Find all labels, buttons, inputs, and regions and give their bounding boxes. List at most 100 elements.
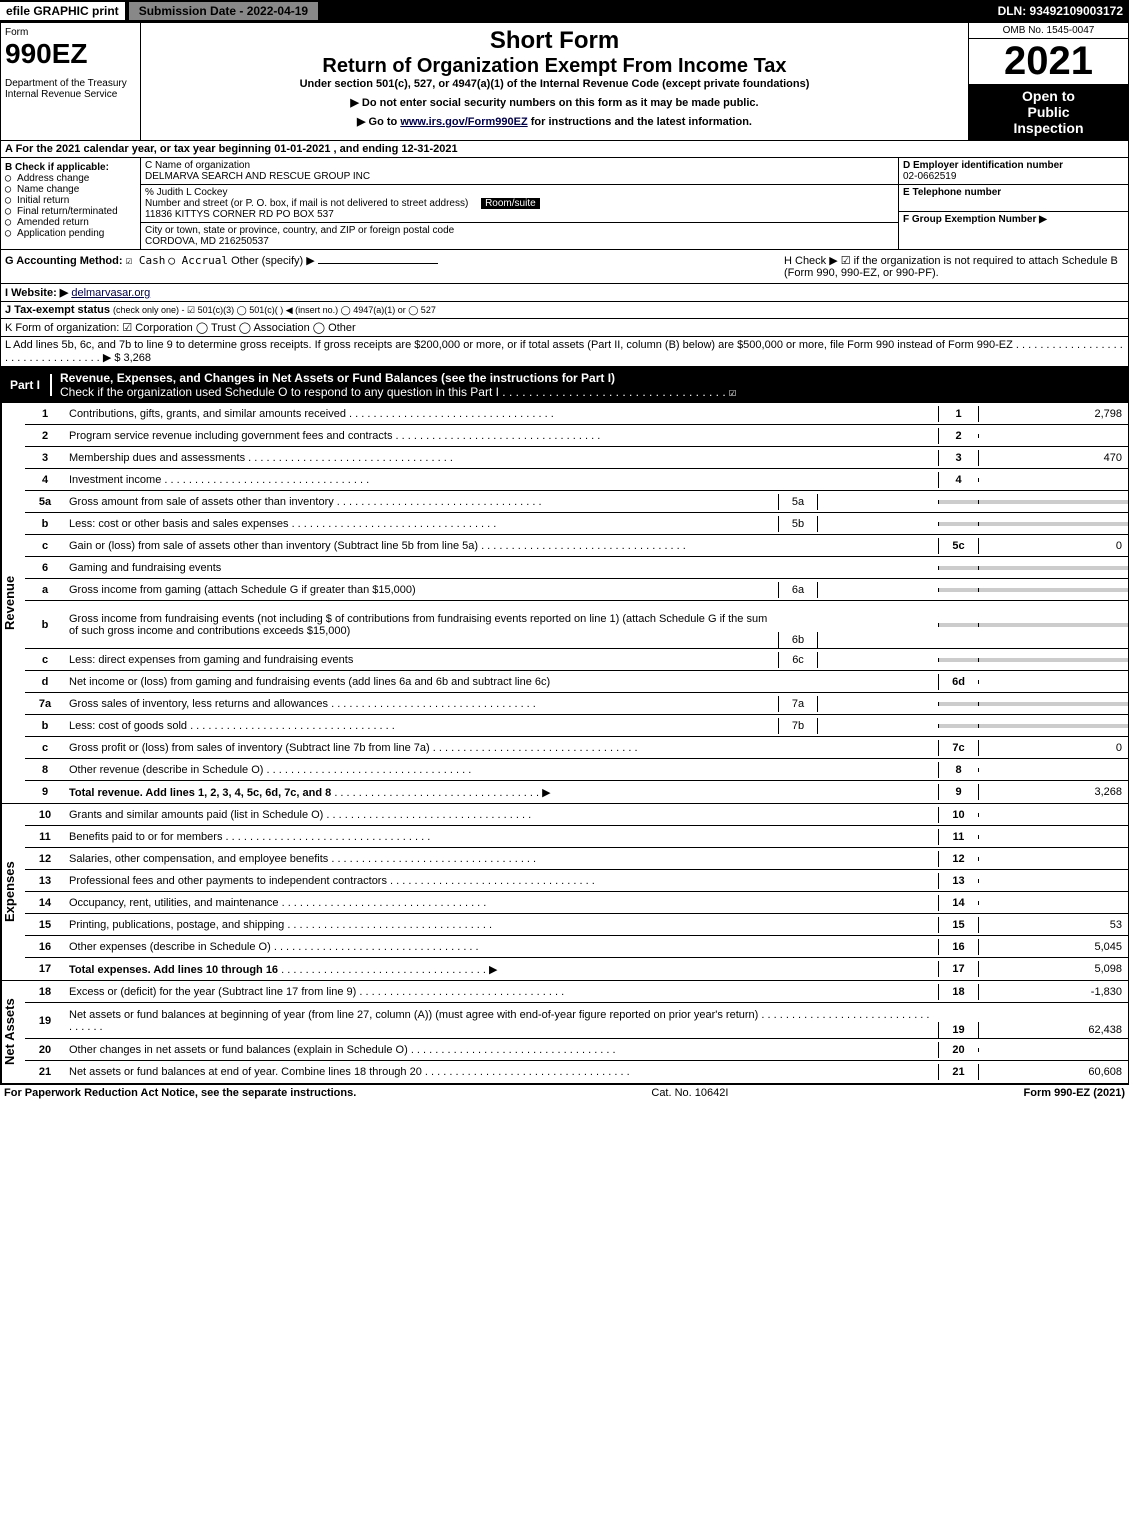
street-value: 11836 KITTYS CORNER RD PO BOX 537 <box>145 209 894 220</box>
ln-7c-idx: 7c <box>938 740 978 756</box>
ln-18-idx: 18 <box>938 984 978 1000</box>
l-amount: ▶ $ 3,268 <box>103 352 151 364</box>
ln-6d: d <box>25 674 65 690</box>
form-title: Return of Organization Exempt From Incom… <box>149 55 960 78</box>
ln-1-desc: Contributions, gifts, grants, and simila… <box>65 406 938 422</box>
j-label: J Tax-exempt status <box>5 304 110 316</box>
ln-8-amt <box>978 768 1128 772</box>
netassets-label: Net Assets <box>1 981 25 1083</box>
ln-6b-idx <box>938 623 978 627</box>
ln-15-amt: 53 <box>978 917 1128 933</box>
ln-6c-desc: Less: direct expenses from gaming and fu… <box>65 652 778 668</box>
efile-label: efile GRAPHIC print <box>0 2 125 20</box>
ln-7b-idx <box>938 724 978 728</box>
checkbox-application-pending[interactable]: ◯ Application pending <box>5 228 136 239</box>
ln-10-idx: 10 <box>938 807 978 823</box>
part-1-header: Part I Revenue, Expenses, and Changes in… <box>0 367 1129 403</box>
care-of: % Judith L Cockey <box>145 187 894 198</box>
expenses-section: Expenses 10Grants and similar amounts pa… <box>0 804 1129 981</box>
revenue-section: Revenue 1Contributions, gifts, grants, a… <box>0 403 1129 804</box>
ln-5a-idx <box>938 500 978 504</box>
ln-8-idx: 8 <box>938 762 978 778</box>
dln-label: DLN: 93492109003172 <box>998 4 1129 18</box>
ln-20-idx: 20 <box>938 1042 978 1058</box>
dept-label: Department of the Treasury <box>5 78 136 89</box>
irs-link[interactable]: www.irs.gov/Form990EZ <box>400 116 527 128</box>
ln-7a-mid: 7a <box>778 696 818 712</box>
tel-value <box>903 198 1124 209</box>
ein-value: 02-0662519 <box>903 171 1124 182</box>
org-name-label: C Name of organization <box>145 160 894 171</box>
ln-21: 21 <box>25 1064 65 1080</box>
h-checkbox[interactable]: H Check ▶ ☑ if the organization is not r… <box>784 254 1124 279</box>
ln-20-amt <box>978 1048 1128 1052</box>
ln-2-amt <box>978 434 1128 438</box>
checkbox-initial-return[interactable]: ◯ Initial return <box>5 195 136 206</box>
col-d-ids: D Employer identification number 02-0662… <box>898 158 1128 249</box>
ln-5a-desc: Gross amount from sale of assets other t… <box>65 494 778 510</box>
ln-6b-desc: Gross income from fundraising events (no… <box>65 611 778 639</box>
ln-6b-amt <box>978 623 1128 627</box>
ln-10: 10 <box>25 807 65 823</box>
ln-7c: c <box>25 740 65 756</box>
ln-6c-amt <box>978 658 1128 662</box>
ln-5b-idx <box>938 522 978 526</box>
ln-6d-amt <box>978 680 1128 684</box>
ln-5b: b <box>25 516 65 532</box>
ln-6a-amt <box>978 588 1128 592</box>
checkbox-name-change[interactable]: ◯ Name change <box>5 184 136 195</box>
ln-3-idx: 3 <box>938 450 978 466</box>
goto-note: ▶ Go to www.irs.gov/Form990EZ for instru… <box>149 115 960 128</box>
part-1-tag: Part I <box>0 374 52 396</box>
footer-left: For Paperwork Reduction Act Notice, see … <box>4 1087 356 1099</box>
ln-3-amt: 470 <box>978 450 1128 466</box>
ln-16: 16 <box>25 939 65 955</box>
ln-7a-idx <box>938 702 978 706</box>
website-link[interactable]: delmarvasar.org <box>71 287 150 299</box>
ln-14-desc: Occupancy, rent, utilities, and maintena… <box>65 895 938 911</box>
ln-5b-amt <box>978 522 1128 526</box>
ln-4-idx: 4 <box>938 472 978 488</box>
row-j-tax-exempt: J Tax-exempt status (check only one) - ☑… <box>0 302 1129 319</box>
ln-5c-amt: 0 <box>978 538 1128 554</box>
ln-9-desc: Total revenue. Add lines 1, 2, 3, 4, 5c,… <box>65 784 938 801</box>
ln-8-desc: Other revenue (describe in Schedule O) <box>65 762 938 778</box>
g-accrual[interactable]: ◯ Accrual <box>168 254 228 267</box>
submission-date: Submission Date - 2022-04-19 <box>129 2 318 20</box>
page-footer: For Paperwork Reduction Act Notice, see … <box>0 1084 1129 1101</box>
ln-6-idx <box>938 566 978 570</box>
g-cash[interactable]: ☑ Cash <box>126 254 166 267</box>
ln-14: 14 <box>25 895 65 911</box>
ln-2: 2 <box>25 428 65 444</box>
row-a-tax-year: A For the 2021 calendar year, or tax yea… <box>0 141 1129 158</box>
ln-6a-idx <box>938 588 978 592</box>
form-number: 990EZ <box>5 38 136 70</box>
footer-mid: Cat. No. 10642I <box>356 1087 1023 1099</box>
g-other[interactable]: Other (specify) ▶ <box>231 255 315 267</box>
row-i-website: I Website: ▶ delmarvasar.org <box>0 284 1129 302</box>
ln-7c-amt: 0 <box>978 740 1128 756</box>
ln-1-idx: 1 <box>938 406 978 422</box>
checkbox-address-change[interactable]: ◯ Address change <box>5 173 136 184</box>
checkbox-amended[interactable]: ◯ Amended return <box>5 217 136 228</box>
ln-6b-mid: 6b <box>778 632 818 648</box>
ln-17-desc: Total expenses. Add lines 10 through 16 … <box>65 961 938 978</box>
ln-11: 11 <box>25 829 65 845</box>
checkbox-final-return[interactable]: ◯ Final return/terminated <box>5 206 136 217</box>
ln-18-desc: Excess or (deficit) for the year (Subtra… <box>65 984 938 1000</box>
form-subtitle: Under section 501(c), 527, or 4947(a)(1)… <box>149 78 960 90</box>
ln-7b-amt <box>978 724 1128 728</box>
ln-13-amt <box>978 879 1128 883</box>
ln-16-desc: Other expenses (describe in Schedule O) <box>65 939 938 955</box>
part-1-check[interactable]: ☑ <box>729 385 736 399</box>
part-1-check-text: Check if the organization used Schedule … <box>60 385 499 399</box>
ln-3-desc: Membership dues and assessments <box>65 450 938 466</box>
ln-6-amt <box>978 566 1128 570</box>
ln-19: 19 <box>25 1013 65 1029</box>
ln-2-desc: Program service revenue including govern… <box>65 428 938 444</box>
ln-7b-mid: 7b <box>778 718 818 734</box>
ln-16-amt: 5,045 <box>978 939 1128 955</box>
ln-4-desc: Investment income <box>65 472 938 488</box>
short-form-title: Short Form <box>149 27 960 55</box>
inspect-1: Open to <box>973 88 1124 104</box>
